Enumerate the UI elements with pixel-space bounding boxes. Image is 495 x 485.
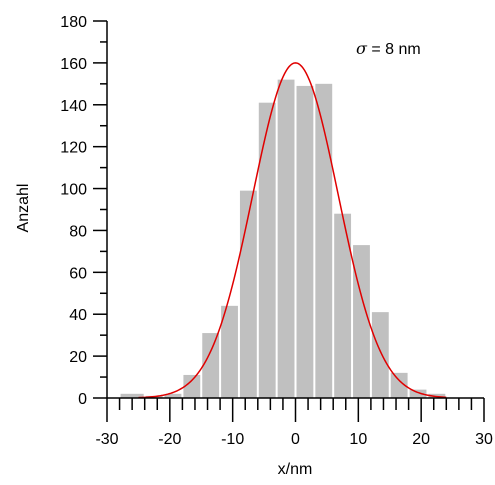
y-tick-label: 0 [78, 391, 87, 408]
histogram-bar [353, 245, 370, 398]
histogram-bars [120, 79, 446, 399]
y-tick-label: 40 [69, 307, 87, 324]
histogram-bar [277, 79, 295, 399]
sigma-symbol: σ [356, 39, 368, 58]
x-tick-label: -20 [158, 431, 181, 448]
histogram-bar [120, 393, 144, 398]
histogram-bar [221, 305, 238, 398]
x-tick-label: 10 [349, 431, 367, 448]
histogram-bar [164, 393, 182, 398]
x-tick-label: 30 [475, 431, 493, 448]
y-tick-label: 100 [60, 182, 87, 199]
y-tick-label: 20 [69, 349, 87, 366]
axes [106, 21, 484, 399]
histogram-bar [202, 333, 220, 398]
x-tick-label: -10 [221, 431, 244, 448]
histogram-bar [315, 83, 333, 398]
histogram-bar [371, 312, 389, 398]
y-tick-label: 160 [60, 56, 87, 73]
histogram-bar [409, 389, 427, 398]
histogram-bar [258, 102, 276, 398]
x-axis-title: x/nm [278, 461, 313, 478]
y-ticks: 0 20 40 60 80 100 120 140 160 180 [60, 14, 107, 408]
sigma-value: = 8 nm [367, 41, 421, 58]
histogram-bar [390, 372, 408, 398]
y-tick-label: 120 [60, 140, 87, 157]
histogram-bar [239, 190, 257, 398]
x-ticks: -30 -20 -10 0 10 20 30 [95, 398, 493, 448]
y-tick-label: 180 [60, 14, 87, 31]
y-tick-label: 60 [69, 265, 87, 282]
x-tick-label: 0 [291, 431, 300, 448]
y-axis-title: Anzahl [15, 184, 32, 233]
x-tick-label: 20 [412, 431, 430, 448]
x-tick-label: -30 [95, 431, 118, 448]
histogram-bar [334, 213, 352, 398]
histogram-bar [183, 374, 201, 398]
y-tick-label: 140 [60, 98, 87, 115]
gaussian-fit-curve [138, 62, 447, 399]
histogram-bar [296, 85, 314, 398]
sigma-annotation: σ = 8 nm [356, 39, 421, 58]
y-tick-label: 80 [69, 223, 87, 240]
